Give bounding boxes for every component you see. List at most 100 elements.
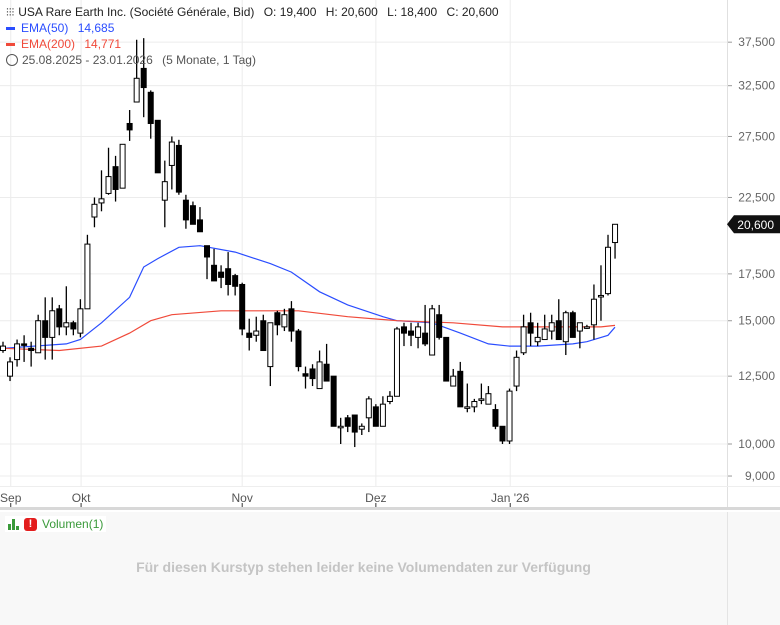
candle-down — [182, 199, 189, 221]
volume-panel: ! Volumen(1) Für diesen Kurstyp stehen l… — [0, 512, 780, 625]
candle-up — [478, 398, 485, 401]
ema200-value: 14,771 — [84, 37, 122, 51]
x-tick-label: Jan '26 — [491, 491, 530, 505]
candle-down — [288, 308, 295, 332]
price-chart[interactable]: 37,500 32,500 27,500 22,500 17,500 15,000 12,5… — [0, 0, 780, 510]
y-tick-label: 10,000 — [738, 437, 775, 451]
ema50-legend[interactable]: EMA(50) 14,685 — [6, 21, 114, 35]
candlestick-icon: ⫶⫶⫶ — [6, 7, 15, 19]
candle-down — [239, 283, 246, 330]
volume-label: Volumen(1) — [42, 517, 104, 531]
candle-down — [246, 332, 253, 338]
ema200-line — [2, 310, 616, 352]
ema50-line — [2, 245, 616, 349]
candle-up — [534, 336, 541, 343]
ema200-legend[interactable]: EMA(200) 14,771 — [6, 37, 121, 51]
candle-down — [28, 347, 35, 352]
y-tick-label: 37,500 — [738, 35, 775, 49]
candle-up — [0, 345, 6, 352]
y-tick-label: 32,500 — [738, 79, 775, 93]
candle-up — [105, 176, 112, 194]
candle-up — [464, 406, 471, 409]
candle-up — [358, 425, 365, 430]
candle-down — [372, 406, 379, 427]
candle-up — [379, 403, 386, 427]
candle-down — [443, 336, 450, 382]
last-price-label: 20,600 — [737, 218, 774, 232]
candle-up — [612, 223, 619, 244]
close-value: C: 20,600 — [446, 5, 499, 19]
candle-down — [154, 119, 161, 174]
candle-up — [562, 312, 569, 343]
candle-down — [232, 275, 239, 287]
candle-down — [70, 322, 77, 330]
candle-down — [408, 330, 415, 336]
candle-down — [400, 326, 407, 334]
axis-divider — [727, 512, 728, 625]
candle-down — [56, 308, 63, 328]
low-value: L: 18,400 — [387, 5, 438, 19]
candle-up — [576, 322, 583, 332]
candle-down — [422, 332, 429, 345]
no-volume-message: Für diesen Kurstyp stehen leider keine V… — [136, 559, 591, 575]
candle-up — [450, 375, 457, 387]
candle-up — [337, 425, 344, 429]
candle-down — [499, 425, 506, 442]
candle-up — [49, 310, 56, 338]
warning-icon: ! — [24, 517, 37, 531]
candle-down — [189, 205, 196, 225]
volume-legend[interactable]: ! Volumen(1) — [5, 516, 107, 532]
y-tick-label: 15,000 — [738, 314, 775, 328]
candle-down — [196, 219, 203, 233]
open-value: O: 19,400 — [263, 5, 317, 19]
candle-down — [112, 166, 119, 190]
date-range: 25.08.2025 - 23.01.2026 (5 Monate, 1 Tag… — [6, 53, 256, 67]
bar-chart-icon — [8, 518, 19, 530]
candle-up — [77, 308, 84, 334]
candle-up — [365, 398, 372, 419]
ema200-swatch — [6, 43, 15, 47]
candle-up — [84, 243, 91, 310]
candle-down — [274, 312, 281, 326]
candle-up — [513, 356, 520, 387]
candle-down — [436, 314, 443, 338]
ema200-label: EMA(200) — [21, 37, 76, 51]
candle-up — [506, 390, 513, 442]
candle-up — [14, 343, 21, 361]
candle-up — [119, 143, 126, 189]
x-tick-label: Dez — [365, 491, 386, 505]
candle-up — [541, 328, 548, 341]
candle-down — [569, 312, 576, 338]
y-tick-label: 12,500 — [738, 369, 775, 383]
candle-down — [295, 330, 302, 368]
candle-down — [204, 245, 211, 258]
candle-down — [42, 320, 49, 338]
date-range-note: (5 Monate, 1 Tag) — [162, 53, 256, 67]
panel-separator — [0, 507, 780, 510]
candle-down — [260, 320, 267, 352]
candle-down — [211, 264, 218, 282]
candle-up — [91, 203, 98, 218]
candle-up — [590, 298, 597, 326]
high-value: H: 20,600 — [325, 5, 378, 19]
y-tick-label: 27,500 — [738, 129, 775, 143]
candle-up — [429, 308, 436, 356]
candle-up — [133, 77, 140, 103]
y-tick-label: 17,500 — [738, 267, 775, 281]
candle-down — [21, 343, 28, 346]
chart-title-row: ⫶⫶⫶ USA Rare Earth Inc. (Société Générale… — [6, 5, 499, 20]
date-range-text: 25.08.2025 - 23.01.2026 — [22, 53, 153, 67]
x-tick-label: Okt — [72, 491, 91, 505]
candle-up — [161, 181, 168, 201]
candle-up — [471, 401, 478, 408]
candle-up — [597, 294, 604, 298]
candle-down — [330, 375, 337, 427]
candle-down — [126, 122, 133, 131]
candle-down — [492, 409, 499, 427]
candle-down — [175, 144, 182, 193]
ema50-swatch — [6, 27, 15, 31]
candle-up — [605, 246, 612, 295]
chart-background — [0, 0, 780, 510]
candle-down — [309, 368, 316, 380]
candle-down — [225, 268, 232, 285]
